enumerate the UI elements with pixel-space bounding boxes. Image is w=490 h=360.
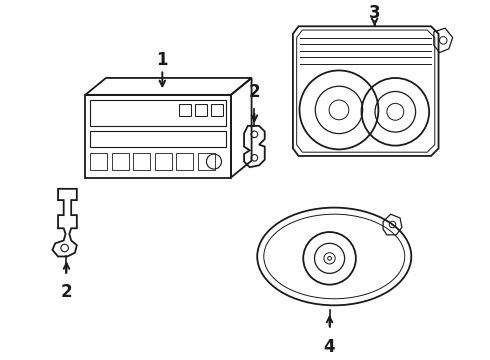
Bar <box>198 153 215 170</box>
Bar <box>176 153 194 170</box>
Text: 3: 3 <box>369 4 380 22</box>
Bar <box>112 153 128 170</box>
Text: 2: 2 <box>248 84 260 102</box>
Text: 4: 4 <box>324 338 335 356</box>
Bar <box>211 104 223 116</box>
Bar <box>90 131 226 148</box>
Bar <box>90 100 226 126</box>
Bar <box>195 104 207 116</box>
Text: 2: 2 <box>61 283 73 301</box>
Bar <box>155 153 172 170</box>
Bar <box>133 153 150 170</box>
Text: 1: 1 <box>157 51 168 69</box>
Bar <box>179 104 192 116</box>
Bar <box>90 153 107 170</box>
